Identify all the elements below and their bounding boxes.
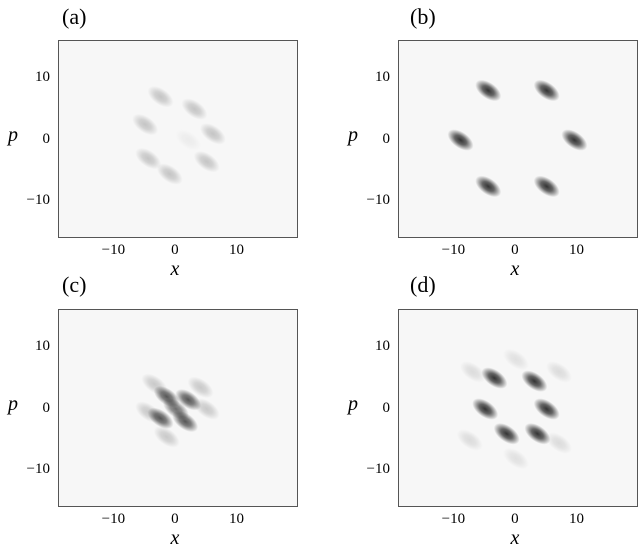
- density-peak: [175, 129, 202, 151]
- density-peak: [472, 398, 499, 420]
- x-tick-label: −10: [441, 511, 466, 527]
- density-peak: [561, 129, 588, 151]
- density-peak: [135, 147, 162, 170]
- density-peak: [147, 85, 174, 108]
- y-axis-label: p: [8, 123, 18, 146]
- y-tick-label: 0: [42, 399, 51, 416]
- plot-area: [398, 309, 638, 507]
- y-tick-label: −10: [366, 461, 390, 478]
- y-tick-label: 10: [375, 68, 390, 85]
- y-tick-label: −10: [26, 461, 50, 478]
- density-peak: [459, 361, 486, 383]
- density-peak: [153, 426, 180, 448]
- y-axis-label: p: [348, 392, 358, 415]
- y-tick-label: 0: [42, 130, 51, 147]
- panel-label: (b): [410, 4, 436, 29]
- plot-area: [398, 40, 638, 238]
- x-axis-label: x: [170, 258, 180, 280]
- density-peak: [533, 175, 560, 198]
- density-peak: [141, 373, 168, 395]
- y-tick-label: 0: [382, 399, 391, 416]
- density-peak: [546, 432, 572, 454]
- x-tick-label: −10: [441, 242, 466, 258]
- x-tick-label: 0: [171, 511, 179, 527]
- x-axis-label: x: [510, 527, 520, 549]
- density-peak: [475, 175, 502, 198]
- x-tick-label: 0: [511, 511, 519, 527]
- density-peak: [181, 98, 208, 120]
- density-peak: [193, 398, 220, 420]
- x-axis-label: x: [510, 258, 520, 280]
- density-peak: [521, 370, 548, 392]
- x-tick-label: 10: [568, 242, 584, 258]
- y-axis-label: p: [348, 123, 358, 146]
- density-peak: [502, 348, 529, 371]
- density-peak: [524, 423, 551, 445]
- density-peak: [475, 79, 502, 102]
- density-peak: [162, 398, 189, 420]
- density-peak: [546, 361, 572, 383]
- density-peak: [187, 376, 214, 399]
- heatmap-svg: [447, 79, 588, 198]
- heatmap-svg: [135, 373, 220, 448]
- plot-area: [58, 40, 298, 238]
- density-peak: [481, 367, 508, 389]
- heatmap-svg: [132, 85, 226, 185]
- y-tick-label: 10: [375, 337, 390, 354]
- density-peak: [456, 429, 483, 451]
- panel-label: (a): [62, 4, 87, 29]
- x-tick-label: −10: [101, 511, 126, 527]
- heatmap-svg: [456, 348, 572, 470]
- density-peak: [135, 401, 162, 423]
- plot-area: [58, 309, 298, 507]
- y-tick-label: −10: [26, 192, 50, 209]
- x-tick-label: 10: [228, 511, 244, 527]
- density-peak: [533, 398, 560, 420]
- density-peak: [199, 123, 226, 145]
- density-peak: [193, 150, 220, 173]
- x-tick-label: −10: [101, 242, 126, 258]
- x-axis-label: x: [170, 527, 180, 549]
- density-peak: [156, 163, 183, 185]
- panel-label: (c): [62, 272, 87, 297]
- y-tick-label: −10: [366, 192, 390, 209]
- x-tick-label: 10: [568, 511, 584, 527]
- density-peak: [493, 423, 520, 445]
- x-tick-label: 0: [511, 242, 519, 258]
- x-tick-label: 10: [228, 242, 244, 258]
- density-peak: [502, 447, 529, 470]
- x-tick-label: 0: [171, 242, 179, 258]
- y-tick-label: 10: [35, 337, 50, 354]
- density-peak: [533, 79, 560, 102]
- panel-label: (d): [410, 272, 436, 297]
- density-peak: [447, 129, 474, 151]
- y-axis-label: p: [8, 392, 18, 415]
- y-tick-label: 0: [382, 130, 391, 147]
- density-peak: [132, 113, 159, 136]
- y-tick-label: 10: [35, 68, 50, 85]
